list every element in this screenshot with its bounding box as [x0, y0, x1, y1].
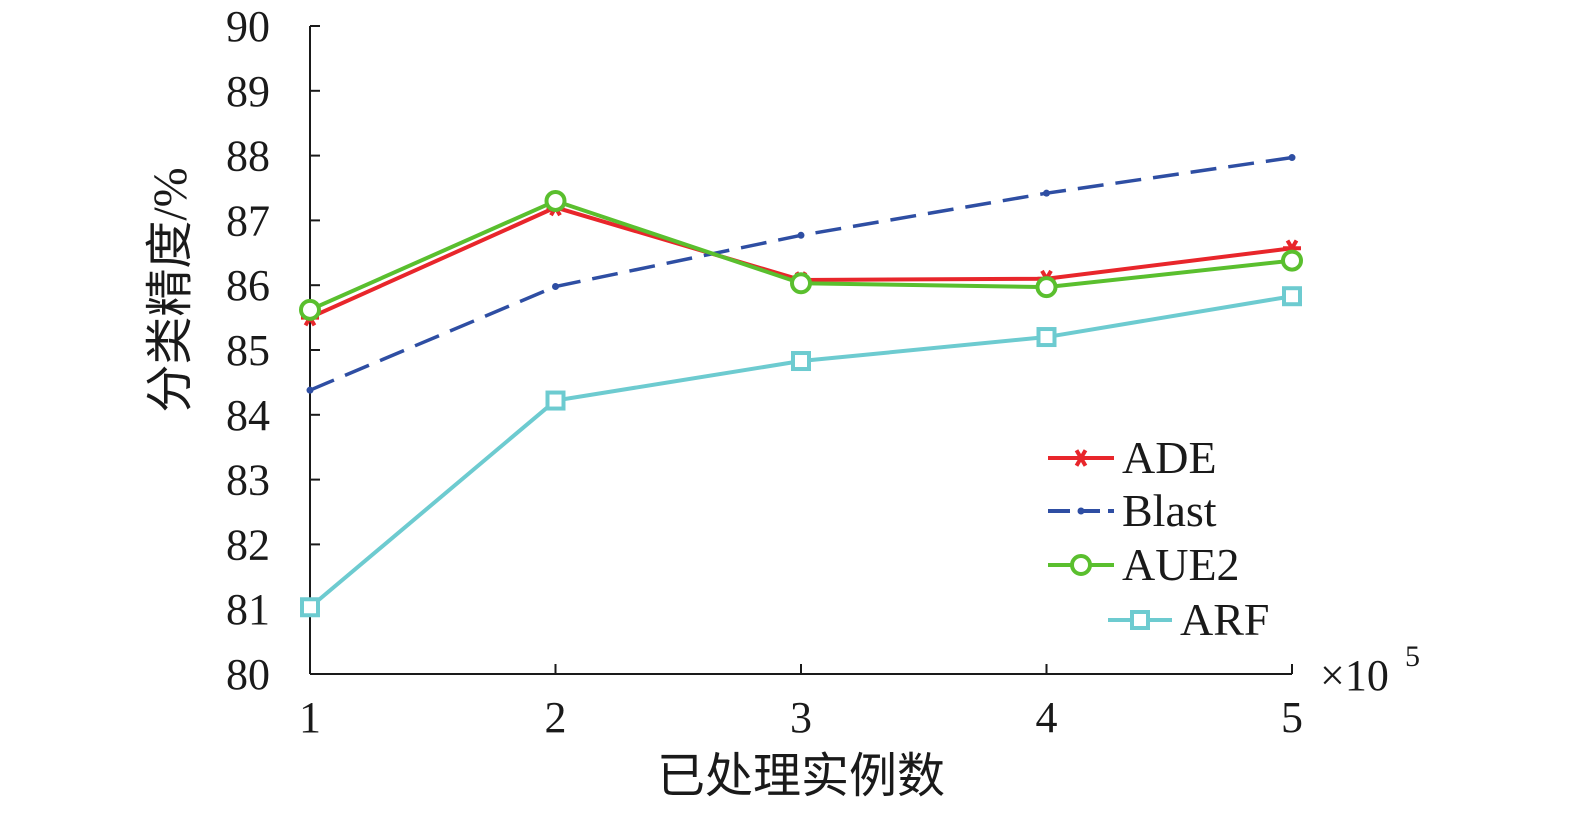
- legend-item-ade: ADE: [1048, 432, 1217, 483]
- x-tick-label: 2: [545, 693, 567, 742]
- legend-marker: [1072, 449, 1090, 467]
- x-tick-label: 5: [1281, 693, 1303, 742]
- y-tick-label: 83: [226, 456, 270, 505]
- x-tick-label: 1: [299, 693, 321, 742]
- x-multiplier-label: ×10: [1320, 651, 1389, 700]
- data-point: [791, 351, 811, 372]
- x-axis-title: 已处理实例数: [657, 750, 945, 803]
- legend-marker: [1130, 610, 1150, 630]
- data-point: [1281, 249, 1303, 272]
- y-tick-label: 80: [226, 650, 270, 699]
- data-point: [797, 231, 805, 239]
- y-tick-label: 90: [226, 2, 270, 51]
- legend-label: AUE2: [1122, 539, 1240, 590]
- series-arf: [300, 286, 1302, 618]
- x-ticks: 1 2 3 4 5: [299, 664, 1303, 742]
- data-point: [1043, 189, 1050, 197]
- data-point: [306, 386, 314, 394]
- y-tick-label: 88: [226, 132, 270, 181]
- data-point: [299, 298, 321, 321]
- series-aue2: [299, 189, 1303, 321]
- y-tick-label: 81: [226, 585, 270, 634]
- y-tick-label: 89: [226, 67, 270, 116]
- series: [299, 154, 1303, 618]
- y-tick-label: 86: [226, 261, 270, 310]
- y-tick-label: 84: [226, 391, 270, 440]
- legend-item-aue2: AUE2: [1048, 539, 1240, 590]
- y-ticks: 80 81 82 83 84 85 86 87 88 89 90: [226, 2, 320, 699]
- legend-label: ARF: [1180, 594, 1269, 645]
- data-point: [552, 282, 559, 290]
- legend-label: Blast: [1122, 485, 1217, 536]
- legend-item-blast: Blast: [1048, 485, 1217, 536]
- y-tick-label: 85: [226, 326, 270, 375]
- y-axis-title: 分类精度/%: [144, 167, 197, 412]
- data-point: [1035, 276, 1058, 299]
- legend-item-arf: ARF: [1108, 594, 1269, 645]
- series-line: [309, 205, 1293, 320]
- y-tick-label: 82: [226, 520, 270, 569]
- data-point: [1288, 154, 1296, 162]
- x-tick-label: 3: [790, 693, 812, 742]
- legend-marker: [1070, 554, 1092, 576]
- data-point: [790, 272, 812, 295]
- data-point: [544, 189, 567, 212]
- data-point: [300, 597, 320, 618]
- legend-marker: [1077, 507, 1085, 515]
- data-point: [545, 390, 566, 411]
- x-multiplier-exponent: 5: [1405, 640, 1420, 673]
- data-point: [1036, 327, 1057, 348]
- legend-label: ADE: [1122, 432, 1217, 483]
- data-point: [1282, 286, 1302, 307]
- series-blast: [306, 154, 1296, 394]
- x-tick-label: 4: [1036, 693, 1058, 742]
- series-ade: [301, 198, 1301, 327]
- y-tick-label: 87: [226, 196, 270, 245]
